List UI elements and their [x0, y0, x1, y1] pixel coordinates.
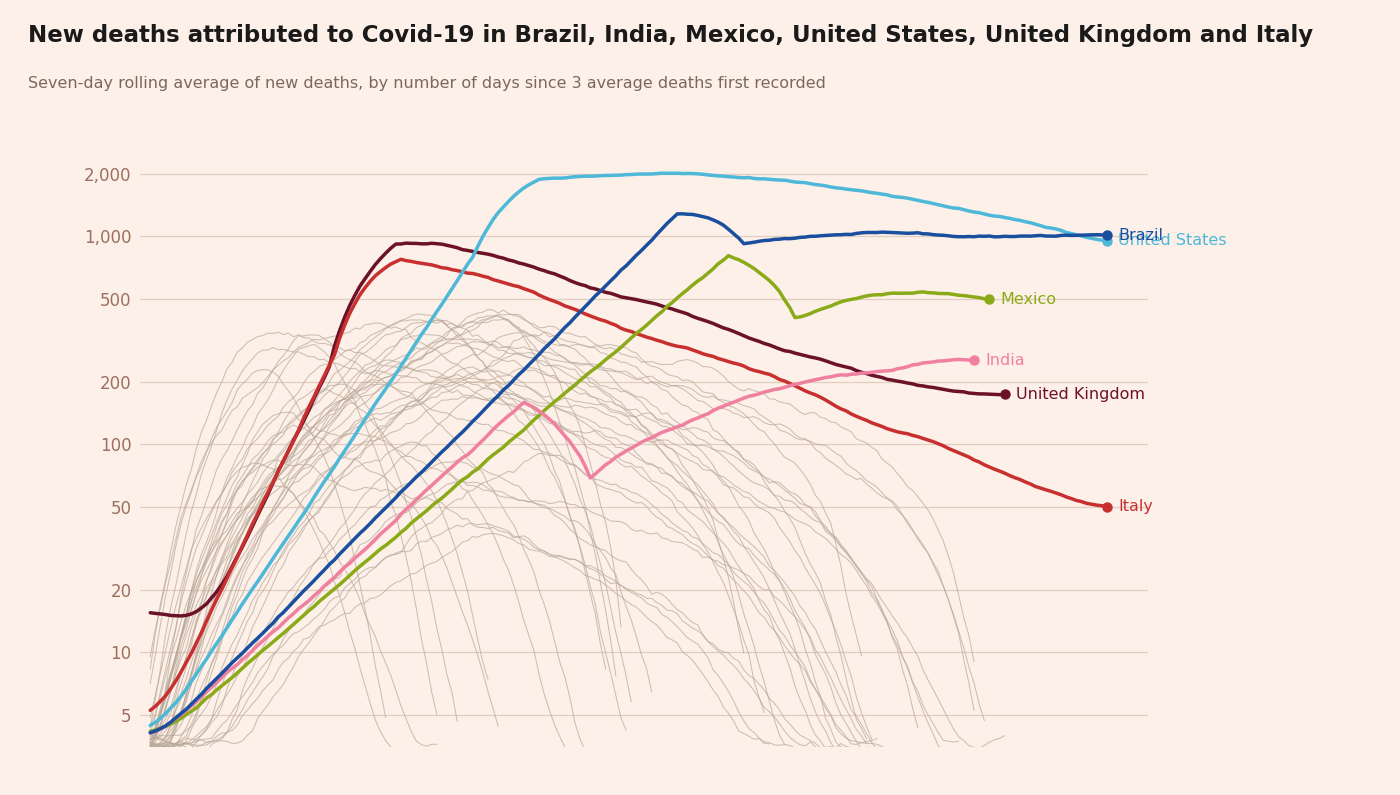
Text: Italy: Italy — [1119, 499, 1154, 514]
Text: Mexico: Mexico — [1001, 292, 1057, 307]
Text: India: India — [986, 353, 1025, 368]
Text: United States: United States — [1119, 233, 1226, 248]
Text: United Kingdom: United Kingdom — [1016, 387, 1145, 402]
Text: New deaths attributed to Covid-19 in Brazil, India, Mexico, United States, Unite: New deaths attributed to Covid-19 in Bra… — [28, 24, 1313, 47]
Text: Brazil: Brazil — [1119, 227, 1163, 242]
Text: Seven-day rolling average of new deaths, by number of days since 3 average death: Seven-day rolling average of new deaths,… — [28, 76, 826, 91]
